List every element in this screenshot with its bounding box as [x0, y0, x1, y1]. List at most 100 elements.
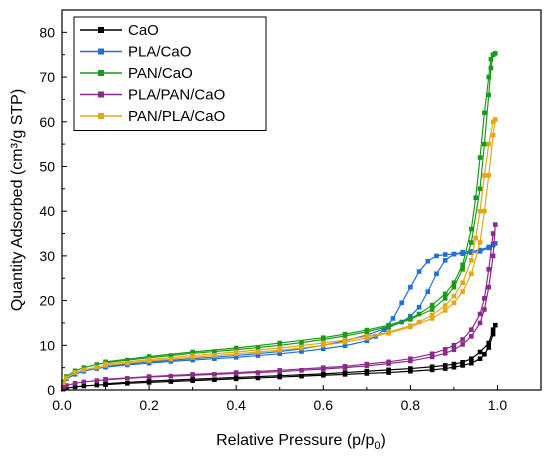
- x-axis-title: Relative Pressure (p/p0): [216, 432, 386, 452]
- data-point-pan-cao: [477, 155, 483, 160]
- data-point-pla-pan-cao: [490, 231, 496, 236]
- data-point-cao: [477, 356, 483, 362]
- data-point-pan-pla-cao: [469, 258, 474, 263]
- data-point-pan-pla-cao: [477, 240, 483, 245]
- data-point-cao: [386, 367, 391, 373]
- data-point-cao: [342, 370, 348, 375]
- data-point-pan-cao: [490, 52, 496, 58]
- data-point-pla-cao: [442, 258, 448, 263]
- data-point-pan-cao: [146, 354, 152, 359]
- data-point-pla-cao: [381, 327, 387, 332]
- legend-label: CaO: [128, 22, 159, 39]
- data-point-pan-pla-cao: [146, 357, 152, 362]
- data-point-pan-cao: [320, 335, 326, 340]
- data-point-pla-pan-cao: [460, 342, 465, 347]
- data-point-pla-pan-cao: [429, 354, 435, 360]
- data-point-pla-pan-cao: [429, 351, 435, 357]
- data-point-pan-pla-cao: [460, 280, 465, 286]
- y-tick-label: 70: [39, 69, 55, 85]
- data-point-pan-cao: [364, 327, 370, 333]
- data-point-pla-cao: [255, 353, 261, 358]
- y-axis-title: Quantity Adsorbed (cm³/g STP): [9, 89, 26, 311]
- data-point-pan-cao: [190, 349, 195, 355]
- data-point-cao: [255, 375, 261, 381]
- data-point-cao: [469, 356, 474, 362]
- data-point-cao: [451, 364, 457, 370]
- data-point-pla-pan-cao: [492, 222, 498, 227]
- data-point-pan-pla-cao: [442, 308, 448, 313]
- data-point-pan-pla-cao: [255, 349, 261, 355]
- data-point-pan-cao: [94, 362, 100, 367]
- data-point-pan-cao: [168, 353, 174, 358]
- legend-marker: [98, 70, 104, 76]
- data-point-cao: [364, 368, 370, 374]
- x-tick-label: 0.8: [401, 397, 421, 413]
- data-point-pla-cao: [342, 343, 348, 349]
- y-tick-label: 10: [39, 337, 55, 353]
- data-point-cao: [460, 363, 465, 368]
- data-point-pla-pan-cao: [64, 383, 69, 388]
- data-point-pla-pan-cao: [277, 368, 283, 373]
- legend: CaO PLA/CaO PAN/CaO PLA/PAN/CaO PAN/PLA/CaO: [73, 16, 267, 131]
- data-point-pan-pla-cao: [190, 353, 195, 358]
- data-point-pla-pan-cao: [342, 364, 348, 369]
- data-point-pla-cao: [486, 244, 492, 250]
- data-point-pan-pla-cao: [61, 380, 66, 386]
- data-point-pan-cao: [299, 340, 304, 345]
- data-point-pan-cao: [429, 302, 435, 308]
- x-tick-label: 0.6: [314, 397, 334, 413]
- data-point-cao: [451, 361, 457, 367]
- data-point-pla-pan-cao: [190, 372, 195, 377]
- data-point-pla-cao: [425, 258, 431, 264]
- data-point-pla-pan-cao: [490, 253, 496, 259]
- data-point-cao: [72, 384, 78, 390]
- legend-label: PLA/PAN/CaO: [128, 87, 225, 104]
- data-point-pla-pan-cao: [212, 372, 217, 377]
- legend-label: PAN/PLA/CaO: [128, 108, 225, 125]
- y-tick-label: 0: [47, 382, 55, 398]
- data-point-pla-pan-cao: [469, 334, 474, 339]
- data-point-pla-cao: [408, 284, 413, 290]
- data-point-pla-pan-cao: [482, 296, 487, 301]
- y-tick-label: 60: [39, 114, 55, 130]
- data-point-pan-cao: [486, 74, 492, 80]
- data-point-cao: [477, 349, 483, 355]
- data-point-pan-pla-cao: [482, 173, 487, 178]
- data-point-pan-pla-cao: [473, 235, 478, 241]
- data-point-pan-pla-cao: [477, 208, 483, 214]
- data-point-cao: [103, 381, 108, 387]
- data-point-pan-cao: [442, 296, 448, 301]
- legend-marker: [98, 113, 104, 119]
- data-point-pan-pla-cao: [94, 364, 100, 370]
- data-point-cao: [442, 366, 448, 371]
- data-point-pla-pan-cao: [469, 327, 474, 332]
- data-point-pan-cao: [451, 284, 457, 290]
- data-point-pla-pan-cao: [442, 347, 448, 352]
- data-point-cao: [233, 375, 239, 380]
- legend-label: PAN/CaO: [128, 65, 193, 82]
- data-point-pan-cao: [488, 65, 494, 71]
- data-point-pan-cao: [473, 195, 478, 201]
- data-point-pla-pan-cao: [146, 374, 152, 379]
- data-point-pan-pla-cao: [490, 119, 496, 125]
- y-tick-label: 20: [39, 293, 55, 309]
- data-point-pla-cao: [416, 304, 422, 310]
- x-tick-label: 1.0: [488, 397, 508, 413]
- data-point-pla-cao: [299, 349, 304, 354]
- x-tick-label: 0.0: [52, 397, 72, 413]
- data-point-pan-cao: [488, 56, 494, 62]
- data-point-pan-pla-cao: [451, 300, 457, 306]
- legend-label: PLA/CaO: [128, 44, 191, 61]
- y-tick-label: 80: [39, 24, 55, 40]
- data-point-pan-cao: [469, 226, 474, 232]
- data-point-pla-cao: [477, 247, 483, 253]
- data-point-pan-cao: [125, 357, 130, 363]
- legend-marker: [98, 27, 104, 33]
- data-point-pan-pla-cao: [486, 141, 492, 147]
- series-layer: [61, 51, 498, 392]
- legend-marker: [98, 48, 104, 55]
- data-point-pan-pla-cao: [429, 316, 435, 321]
- data-point-cao: [299, 373, 304, 379]
- data-point-pan-pla-cao: [212, 353, 217, 358]
